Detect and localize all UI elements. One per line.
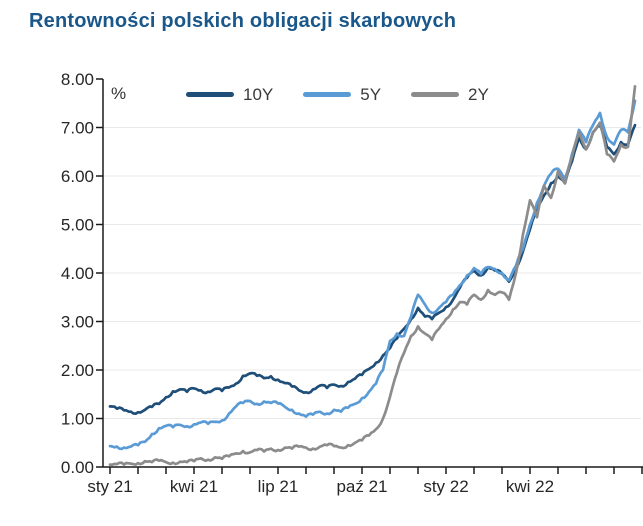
y-tick-label: 6.00 xyxy=(61,167,94,186)
y-tick-label: 4.00 xyxy=(61,264,94,283)
y-tick-label: 2.00 xyxy=(61,361,94,380)
y-tick-label: 7.00 xyxy=(61,119,94,138)
y-tick-label: 5.00 xyxy=(61,216,94,235)
y-tick-label: 0.00 xyxy=(61,458,94,477)
series-line-2y xyxy=(108,84,637,467)
legend-swatch-2y xyxy=(411,92,460,97)
legend-item-5y: 5Y xyxy=(303,86,381,103)
x-tick-label: sty 21 xyxy=(87,477,132,496)
legend-label-5y: 5Y xyxy=(360,85,382,104)
series-line-5y xyxy=(108,99,637,451)
x-tick-label: kwi 21 xyxy=(170,477,218,496)
x-tick-label: lip 21 xyxy=(258,477,299,496)
chart-legend: 10Y 5Y 2Y xyxy=(186,86,489,103)
legend-label-2y: 2Y xyxy=(468,85,489,104)
legend-label-10y: 10Y xyxy=(243,85,274,104)
x-tick-label: sty 22 xyxy=(423,477,468,496)
y-axis-unit-label: % xyxy=(111,84,127,103)
x-tick-label: kwi 22 xyxy=(506,477,554,496)
x-tick-label: paź 21 xyxy=(336,477,387,496)
legend-item-10y: 10Y xyxy=(186,86,273,103)
chart-title: Rentowności polskich obligacji skarbowyc… xyxy=(29,10,457,32)
y-tick-label: 8.00 xyxy=(61,70,94,89)
legend-item-2y: 2Y xyxy=(411,86,489,103)
y-tick-label: 3.00 xyxy=(61,313,94,332)
legend-swatch-10y xyxy=(186,92,234,97)
legend-swatch-5y xyxy=(303,92,352,97)
y-tick-label: 1.00 xyxy=(61,410,94,429)
